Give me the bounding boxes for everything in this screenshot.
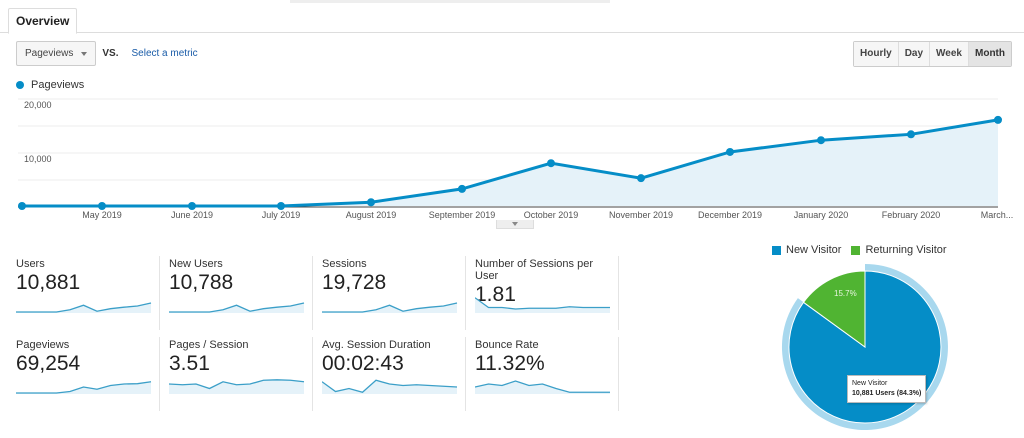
metric-label: Number of Sessions per User: [475, 258, 593, 282]
pie-slice-returning-visitor[interactable]: [802, 270, 866, 348]
sparkline: [16, 381, 152, 394]
metric-tile-sessions[interactable]: Sessions 19,728: [316, 256, 466, 330]
pageviews-line: [22, 118, 999, 208]
metric-label: Users: [16, 258, 45, 270]
sparkline: [475, 297, 610, 313]
metric-label: Avg. Session Duration: [322, 339, 431, 351]
chart-legend: Pageviews: [16, 79, 84, 91]
week-button[interactable]: Week: [930, 42, 969, 66]
metric-dropdown-value: Pageviews: [25, 48, 74, 59]
legend-item-returning-visitor[interactable]: Returning Visitor: [851, 244, 947, 256]
metric-value: 3.51: [169, 352, 210, 375]
metric-tile-avg-session-duration[interactable]: Avg. Session Duration 00:02:43: [316, 337, 466, 411]
visitor-pie-chart[interactable]: 15.7%: [780, 262, 950, 432]
vs-label: VS.: [102, 48, 119, 59]
legend-label: Returning Visitor: [865, 244, 947, 256]
x-tick-label: September 2019: [428, 210, 496, 220]
metric-tile-bounce-rate[interactable]: Bounce Rate 11.32%: [469, 337, 619, 411]
metric-label: New Users: [169, 258, 223, 270]
data-point[interactable]: [907, 130, 915, 139]
pie-tooltip: New Visitor 10,881 Users (84.3%): [847, 375, 927, 403]
tab-bar: Overview: [0, 8, 1024, 34]
hourly-button[interactable]: Hourly: [854, 42, 899, 66]
x-tick-label: July 2019: [261, 210, 301, 220]
x-tick-label: December 2019: [697, 210, 763, 220]
granularity-toggle: Hourly Day Week Month: [853, 41, 1012, 67]
data-point[interactable]: [994, 115, 1002, 124]
x-tick-label: October 2019: [523, 210, 579, 220]
month-button[interactable]: Month: [969, 42, 1011, 66]
new-visitor-swatch-icon: [772, 245, 781, 255]
metric-value: 69,254: [16, 352, 81, 375]
metric-value: 11.32%: [475, 352, 545, 375]
returning-visitor-swatch-icon: [851, 245, 861, 255]
top-toolbar-remnant: [290, 0, 610, 3]
chart-area-fill: [22, 119, 998, 206]
metric-label: Pages / Session: [169, 339, 249, 351]
metric-tile-users[interactable]: Users 10,881: [10, 256, 160, 330]
x-tick-label: June 2019: [170, 210, 214, 220]
legend-label: Pageviews: [31, 79, 85, 91]
data-point[interactable]: [726, 147, 734, 156]
day-button[interactable]: Day: [898, 42, 931, 66]
x-tick-label: November 2019: [608, 210, 674, 220]
metric-value: 00:02:43: [322, 352, 404, 375]
chevron-down-icon: [81, 51, 88, 56]
x-tick-label: February 2020: [881, 210, 941, 220]
y-tick-10000: 10,000: [24, 154, 52, 164]
chevron-down-icon: [512, 222, 518, 226]
metric-value: 1.81: [475, 283, 516, 306]
sparkline: [169, 379, 305, 394]
tooltip-value: 10,881 Users (84.3%): [852, 390, 922, 397]
data-point[interactable]: [458, 184, 466, 193]
data-point[interactable]: [637, 174, 645, 183]
data-point[interactable]: [547, 159, 555, 168]
x-tick-label: March...: [980, 210, 1014, 220]
pie-slice-label: 15.7%: [834, 289, 857, 298]
metric-label: Sessions: [322, 258, 367, 270]
data-point[interactable]: [817, 136, 825, 145]
metric-tile-pageviews[interactable]: Pageviews 69,254: [10, 337, 160, 411]
metric-dropdown[interactable]: Pageviews: [16, 41, 97, 66]
metric-controls: Pageviews VS. Select a metric: [16, 41, 198, 66]
sparkline: [16, 302, 152, 313]
data-point[interactable]: [98, 202, 106, 210]
select-metric-link[interactable]: Select a metric: [131, 48, 198, 59]
sparkline: [169, 302, 305, 313]
data-point[interactable]: [18, 202, 26, 210]
x-tick-label: January 2020: [793, 210, 849, 220]
collapse-chart-handle[interactable]: [496, 220, 534, 229]
metric-tile-new-users[interactable]: New Users 10,788: [163, 256, 313, 330]
metric-label: Bounce Rate: [475, 339, 539, 351]
y-tick-20000: 20,000: [24, 100, 52, 110]
series-dot-icon: [16, 81, 24, 89]
tooltip-title: New Visitor: [852, 380, 888, 387]
x-tick-label: May 2019: [82, 210, 122, 220]
legend-item-new-visitor[interactable]: New Visitor: [772, 244, 841, 256]
metric-label: Pageviews: [16, 339, 70, 351]
metric-value: 10,881: [16, 271, 81, 294]
x-tick-label: August 2019: [345, 210, 397, 220]
metric-tile-sessions-per-user[interactable]: Number of Sessions per User 1.81: [469, 256, 619, 330]
data-point[interactable]: [188, 202, 196, 210]
tab-overview[interactable]: Overview: [8, 8, 78, 34]
metric-value: 19,728: [322, 271, 387, 294]
metric-value: 10,788: [169, 271, 234, 294]
sparkline: [322, 302, 458, 313]
legend-label: New Visitor: [786, 244, 842, 256]
pageviews-line-chart[interactable]: [0, 90, 1024, 210]
pie-legend: New Visitor Returning Visitor: [772, 244, 947, 256]
data-point[interactable]: [367, 198, 375, 207]
sparkline: [322, 379, 458, 394]
metric-tile-pages-per-session[interactable]: Pages / Session 3.51: [163, 337, 313, 411]
data-point[interactable]: [277, 202, 285, 210]
sparkline: [475, 380, 610, 394]
